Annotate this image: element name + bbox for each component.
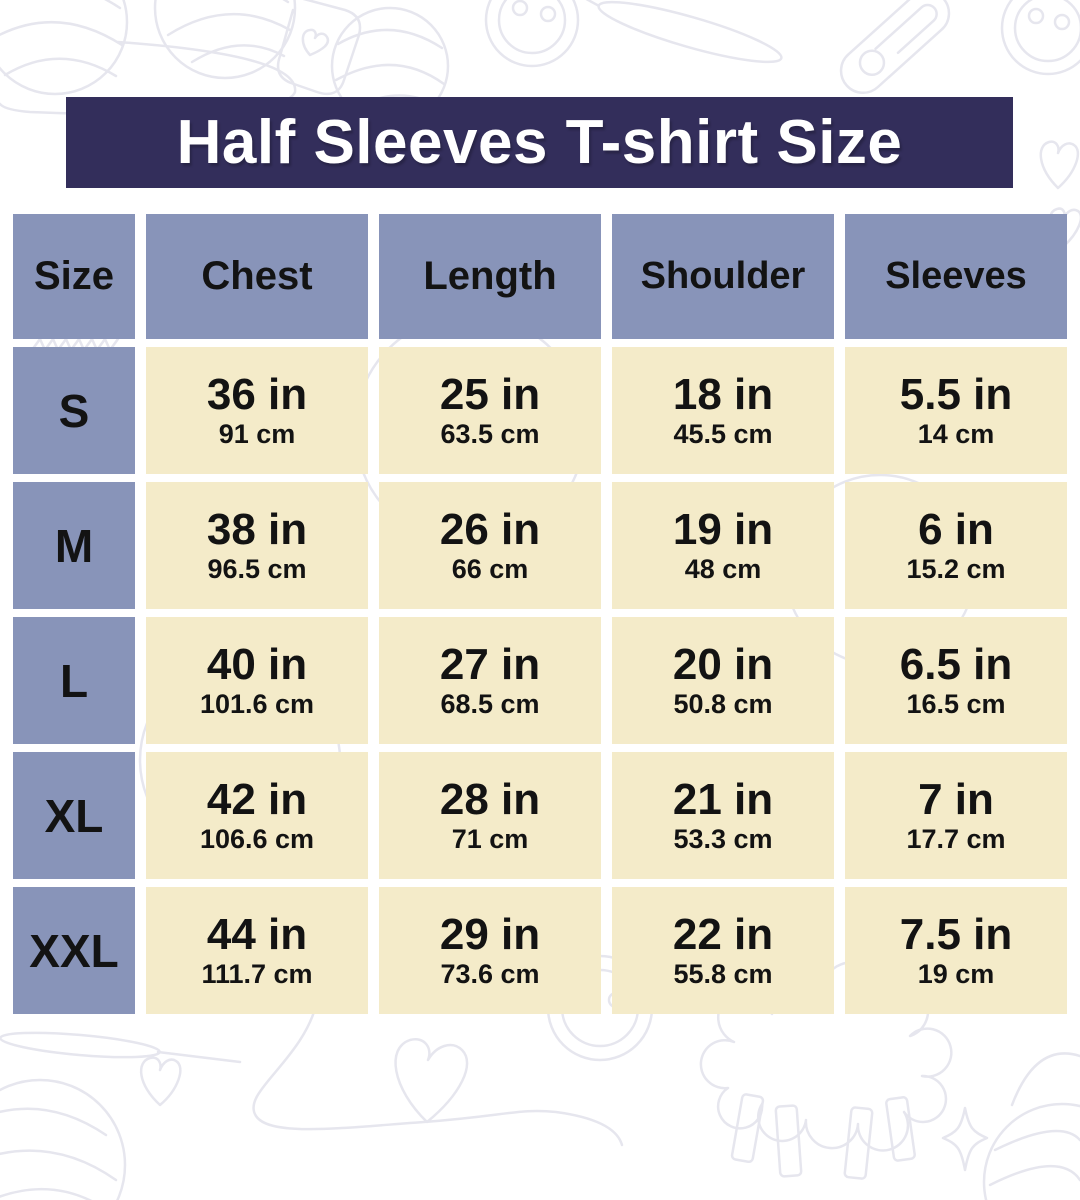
cm-value: 15.2 cm [906,554,1006,585]
cm-value: 111.7 cm [201,959,313,990]
row-label-l: L [13,617,135,744]
cell-xxl-shoulder: 22 in 55.8 cm [612,887,834,1014]
inches-value: 29 in [439,909,541,959]
cell-xl-sleeves: 7 in 17.7 cm [845,752,1067,879]
inches-value: 19 in [672,504,774,554]
knitting-needle-icon [0,1031,242,1064]
cell-xl-length: 28 in 71 cm [379,752,601,879]
cell-l-length: 27 in 68.5 cm [379,617,601,744]
inches-value: 6.5 in [899,639,1013,689]
cm-value: 63.5 cm [440,419,540,450]
cm-value: 19 cm [917,959,995,990]
cell-xxl-length: 29 in 73.6 cm [379,887,601,1014]
inches-value: 25 in [439,369,541,419]
cm-value: 45.5 cm [673,419,773,450]
column-header-shoulder: Shoulder [612,214,834,339]
column-header-size: Size [13,214,135,339]
cell-s-length: 25 in 63.5 cm [379,347,601,474]
inches-value: 20 in [672,639,774,689]
cm-value: 91 cm [218,419,296,450]
inches-value: 28 in [439,774,541,824]
cm-value: 50.8 cm [673,689,773,720]
sparkle-icon [941,1106,989,1172]
cell-xl-shoulder: 21 in 53.3 cm [612,752,834,879]
cm-value: 73.6 cm [440,959,540,990]
inches-value: 18 in [672,369,774,419]
cm-value: 66 cm [451,554,529,585]
cm-value: 55.8 cm [673,959,773,990]
cm-value: 96.5 cm [207,554,307,585]
cm-value: 68.5 cm [440,689,540,720]
cm-value: 16.5 cm [906,689,1006,720]
cell-xl-chest: 42 in 106.6 cm [146,752,368,879]
cell-l-chest: 40 in 101.6 cm [146,617,368,744]
cell-m-length: 26 in 66 cm [379,482,601,609]
row-label-m: M [13,482,135,609]
inches-value: 7.5 in [899,909,1013,959]
yarn-ball-icon [153,0,297,80]
inches-value: 5.5 in [899,369,1013,419]
thread-heart-icon [252,996,624,1147]
inches-value: 44 in [206,909,308,959]
cell-l-shoulder: 20 in 50.8 cm [612,617,834,744]
button-icon [484,0,580,68]
inches-value: 7 in [918,774,994,824]
inches-value: 27 in [439,639,541,689]
inches-value: 36 in [206,369,308,419]
inches-value: 38 in [206,504,308,554]
page-title: Half Sleeves T-shirt Size [176,108,903,177]
cell-m-shoulder: 19 in 48 cm [612,482,834,609]
cell-xxl-chest: 44 in 111.7 cm [146,887,368,1014]
cell-m-chest: 38 in 96.5 cm [146,482,368,609]
column-header-length: Length [379,214,601,339]
yarn-ball-icon [0,1078,127,1200]
inches-value: 42 in [206,774,308,824]
row-label-xxl: XXL [13,887,135,1014]
sock-icon [276,0,362,96]
row-label-s: S [13,347,135,474]
safety-pin-icon [839,0,951,95]
cell-s-sleeves: 5.5 in 14 cm [845,347,1067,474]
cm-value: 14 cm [917,419,995,450]
cell-m-sleeves: 6 in 15.2 cm [845,482,1067,609]
knitting-needle-icon [565,0,783,64]
button-icon [1000,0,1080,76]
heart-icon [139,1056,182,1107]
row-label-xl: XL [13,752,135,879]
inches-value: 21 in [672,774,774,824]
column-header-sleeves: Sleeves [845,214,1067,339]
inches-value: 26 in [439,504,541,554]
cm-value: 106.6 cm [199,824,315,855]
cell-l-sleeves: 6.5 in 16.5 cm [845,617,1067,744]
yarn-ball-icon [982,1052,1080,1200]
cm-value: 101.6 cm [199,689,315,720]
cm-value: 53.3 cm [673,824,773,855]
title-banner: Half Sleeves T-shirt Size [66,97,1013,188]
inches-value: 6 in [918,504,994,554]
size-table: Size Chest Length Shoulder Sleeves S 36 … [13,214,1067,1014]
inches-value: 22 in [672,909,774,959]
cell-s-chest: 36 in 91 cm [146,347,368,474]
cm-value: 48 cm [684,554,762,585]
cm-value: 17.7 cm [906,824,1006,855]
column-header-chest: Chest [146,214,368,339]
inches-value: 40 in [206,639,308,689]
cell-s-shoulder: 18 in 45.5 cm [612,347,834,474]
cm-value: 71 cm [451,824,529,855]
cell-xxl-sleeves: 7.5 in 19 cm [845,887,1067,1014]
